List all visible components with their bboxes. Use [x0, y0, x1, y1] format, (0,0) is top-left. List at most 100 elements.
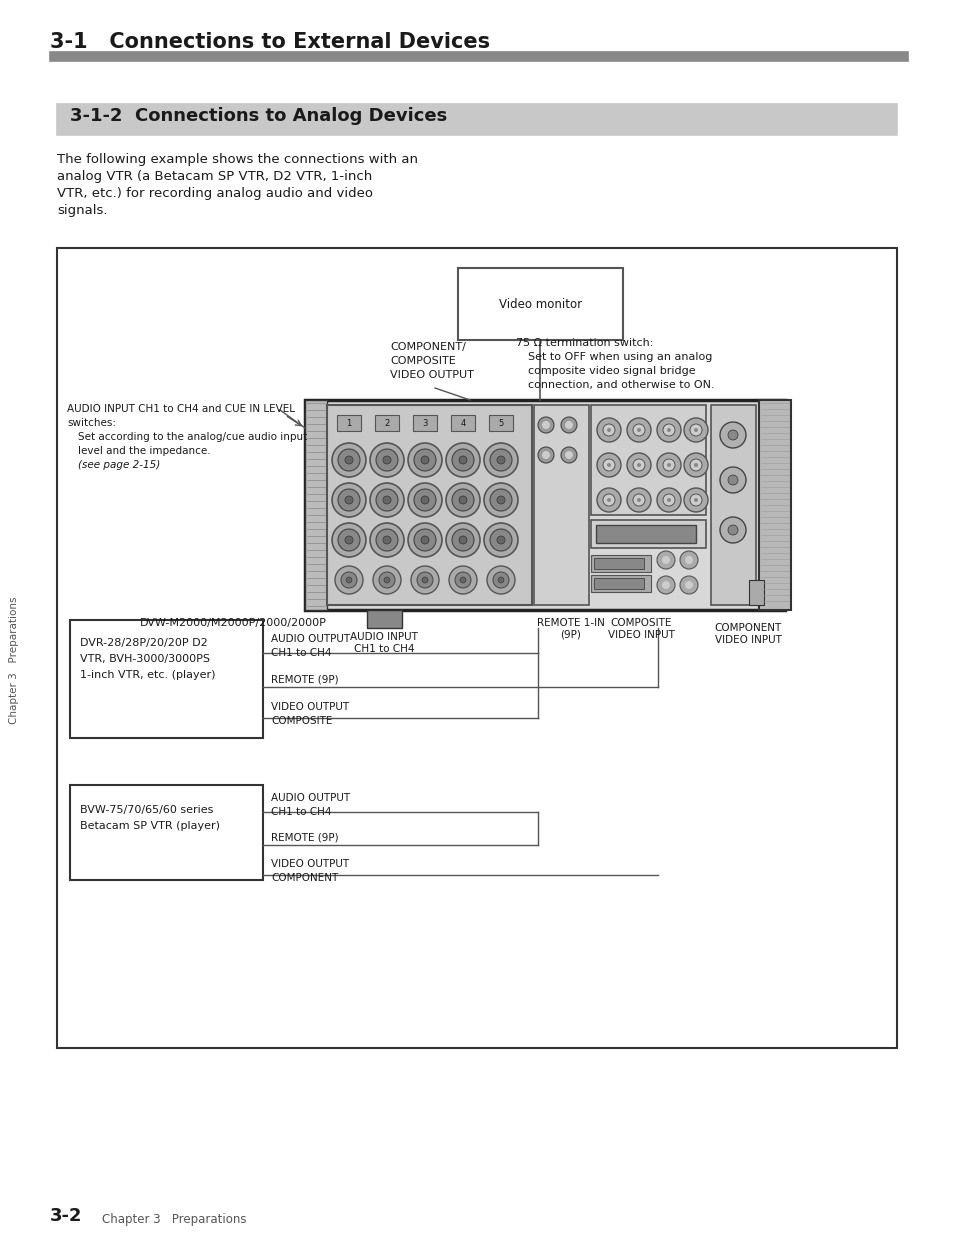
Text: VIDEO OUTPUT: VIDEO OUTPUT — [390, 369, 474, 379]
Circle shape — [340, 572, 356, 588]
Text: 75 Ω termination switch:: 75 Ω termination switch: — [516, 338, 653, 348]
Circle shape — [679, 551, 698, 569]
Circle shape — [452, 449, 474, 471]
Text: COMPOSITE: COMPOSITE — [390, 356, 456, 366]
Text: (see page 2-15): (see page 2-15) — [78, 460, 160, 470]
Text: Set according to the analog/cue audio input: Set according to the analog/cue audio in… — [78, 432, 307, 442]
Circle shape — [537, 447, 554, 463]
Circle shape — [420, 536, 429, 544]
Circle shape — [633, 494, 644, 506]
Circle shape — [602, 459, 615, 471]
Circle shape — [727, 475, 738, 485]
Text: 1: 1 — [346, 418, 352, 428]
Circle shape — [497, 577, 503, 583]
Circle shape — [602, 424, 615, 435]
Circle shape — [693, 498, 698, 503]
Circle shape — [452, 529, 474, 551]
Bar — [594, 578, 643, 588]
Circle shape — [606, 498, 610, 503]
Text: Chapter 3   Preparations: Chapter 3 Preparations — [9, 596, 19, 724]
Bar — [367, 610, 401, 628]
Circle shape — [689, 459, 701, 471]
Circle shape — [720, 518, 745, 542]
Circle shape — [337, 449, 359, 471]
Bar — [489, 415, 513, 430]
Circle shape — [626, 418, 650, 442]
Circle shape — [375, 449, 397, 471]
Text: 1-inch VTR, etc. (player): 1-inch VTR, etc. (player) — [80, 671, 215, 680]
Circle shape — [683, 488, 707, 513]
Circle shape — [661, 581, 669, 588]
Circle shape — [560, 417, 577, 433]
Text: 2: 2 — [384, 418, 389, 428]
Text: REMOTE (9P): REMOTE (9P) — [271, 674, 338, 684]
Circle shape — [335, 566, 363, 593]
Circle shape — [449, 566, 476, 593]
Circle shape — [689, 424, 701, 435]
Circle shape — [408, 483, 441, 518]
Circle shape — [370, 483, 403, 518]
Circle shape — [541, 420, 550, 429]
Circle shape — [446, 522, 479, 557]
Circle shape — [657, 418, 680, 442]
Circle shape — [560, 447, 577, 463]
Circle shape — [458, 457, 467, 464]
Text: VTR, BVH-3000/3000PS: VTR, BVH-3000/3000PS — [80, 654, 210, 664]
Circle shape — [408, 443, 441, 476]
Circle shape — [332, 483, 366, 518]
Circle shape — [345, 536, 353, 544]
Circle shape — [382, 496, 391, 504]
Text: Video monitor: Video monitor — [498, 297, 581, 311]
Circle shape — [490, 529, 512, 551]
Bar — [534, 406, 588, 605]
Circle shape — [564, 420, 573, 429]
Circle shape — [684, 581, 692, 588]
Circle shape — [346, 577, 352, 583]
Text: REMOTE (9P): REMOTE (9P) — [271, 832, 338, 842]
Circle shape — [597, 453, 620, 476]
Text: 3-2: 3-2 — [50, 1207, 82, 1225]
Circle shape — [459, 577, 465, 583]
Circle shape — [666, 498, 670, 503]
Circle shape — [626, 453, 650, 476]
Circle shape — [373, 566, 400, 593]
Text: CH1 to CH4: CH1 to CH4 — [271, 648, 331, 658]
Text: signals.: signals. — [57, 204, 108, 216]
Circle shape — [411, 566, 438, 593]
Circle shape — [382, 536, 391, 544]
Circle shape — [679, 576, 698, 593]
Circle shape — [332, 443, 366, 476]
Circle shape — [657, 551, 675, 569]
Text: VTR, etc.) for recording analog audio and video: VTR, etc.) for recording analog audio an… — [57, 187, 373, 200]
Text: BVW-75/70/65/60 series: BVW-75/70/65/60 series — [80, 805, 213, 815]
Circle shape — [606, 463, 610, 466]
Circle shape — [657, 488, 680, 513]
Circle shape — [458, 536, 467, 544]
Text: 4: 4 — [460, 418, 465, 428]
Circle shape — [446, 443, 479, 476]
Text: CH1 to CH4: CH1 to CH4 — [271, 807, 331, 817]
Circle shape — [661, 556, 669, 564]
Circle shape — [633, 459, 644, 471]
Text: COMPOSITE
VIDEO INPUT: COMPOSITE VIDEO INPUT — [607, 618, 674, 639]
Text: Chapter 3   Preparations: Chapter 3 Preparations — [102, 1213, 246, 1227]
Bar — [50, 52, 907, 61]
Circle shape — [378, 572, 395, 588]
Circle shape — [666, 428, 670, 432]
Circle shape — [375, 489, 397, 511]
Text: DVW-M2000/M2000P/2000/2000P: DVW-M2000/M2000P/2000/2000P — [140, 618, 327, 628]
Circle shape — [727, 430, 738, 440]
Circle shape — [408, 522, 441, 557]
Circle shape — [455, 572, 471, 588]
Bar — [590, 520, 705, 549]
Circle shape — [493, 572, 509, 588]
Circle shape — [490, 489, 512, 511]
Bar — [457, 267, 622, 340]
Bar — [413, 415, 436, 430]
Bar — [70, 785, 263, 880]
Circle shape — [693, 428, 698, 432]
Text: Betacam SP VTR (player): Betacam SP VTR (player) — [80, 821, 220, 831]
Circle shape — [662, 424, 675, 435]
Circle shape — [497, 496, 504, 504]
Circle shape — [564, 452, 573, 459]
